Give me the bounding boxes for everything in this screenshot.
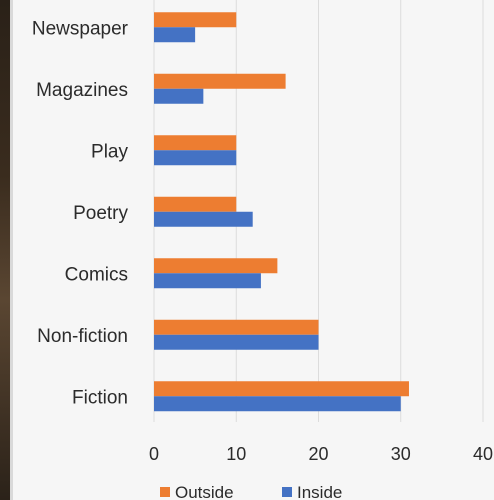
x-axis-ticks: 0 10 20 30 40 (149, 444, 493, 464)
bar-newspaper-inside (154, 27, 196, 43)
category-label-fiction: Fiction (72, 387, 128, 408)
bar-non-fiction-inside (154, 334, 319, 350)
bar-poetry-inside (154, 211, 253, 227)
bar-poetry-outside (154, 196, 237, 212)
bar-fiction-inside (154, 396, 401, 412)
category-label-magazines: Magazines (36, 80, 128, 101)
bar-play-outside (154, 135, 237, 151)
x-tick-label-0: 0 (149, 444, 159, 464)
category-label-comics: Comics (65, 264, 128, 285)
category-label-newspaper: Newspaper (32, 18, 129, 39)
category-label-poetry: Poetry (73, 203, 128, 224)
bar-comics-outside (154, 258, 278, 274)
bar-comics-inside (154, 273, 261, 289)
legend-swatch-outside (160, 487, 170, 497)
category-label-play: Play (91, 141, 128, 162)
category-labels: Newspaper Magazines Play Poetry Comics Non-fi… (32, 18, 129, 408)
legend-label-outside: Outside (175, 483, 234, 500)
x-tick-label-10: 10 (226, 444, 246, 464)
legend: Outside Inside (160, 483, 342, 500)
category-label-non-fiction: Non-fiction (37, 326, 128, 347)
legend-swatch-inside (282, 487, 292, 497)
x-tick-label-40: 40 (473, 444, 493, 464)
bar-play-inside (154, 150, 237, 166)
bars (154, 12, 409, 412)
bar-newspaper-outside (154, 12, 237, 28)
bar-magazines-outside (154, 73, 286, 89)
x-tick-label-20: 20 (308, 444, 328, 464)
bar-non-fiction-outside (154, 319, 319, 335)
legend-label-inside: Inside (297, 483, 342, 500)
x-tick-label-30: 30 (391, 444, 411, 464)
bar-fiction-outside (154, 381, 409, 397)
bar-magazines-inside (154, 88, 204, 104)
